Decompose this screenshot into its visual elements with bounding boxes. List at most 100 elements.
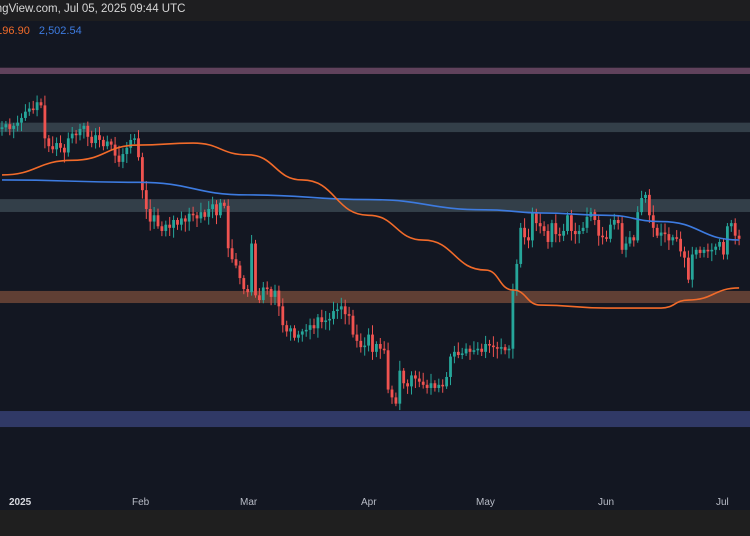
candle-body (86, 125, 90, 137)
zone-band-2 (0, 199, 750, 212)
candle-body (441, 384, 445, 387)
candle (191, 206, 195, 222)
candle (538, 213, 542, 234)
candle (675, 230, 679, 242)
candle-body (367, 334, 370, 346)
candle-body (176, 219, 179, 225)
candle-body (511, 290, 515, 349)
candle (343, 299, 347, 325)
candle-body (663, 232, 667, 235)
candle-body (246, 289, 250, 293)
ma-value-blue: 2,502.54 (38, 25, 82, 37)
candle-body (141, 157, 144, 191)
candle (612, 213, 616, 230)
candle (632, 234, 636, 247)
price-chart[interactable]: 2025 Feb Mar Apr May Jun Jul (0, 21, 750, 510)
candle (620, 216, 624, 254)
candle-body (546, 230, 550, 242)
candle (663, 223, 667, 243)
candle (492, 336, 495, 357)
source-timestamp: TradingView.com, Jul 05, 2025 09:44 UTC (0, 3, 186, 15)
candle (737, 229, 741, 246)
candle-body (304, 329, 308, 332)
candle-body (628, 237, 632, 244)
candle-body (180, 218, 183, 225)
candle (694, 247, 698, 259)
candle-body (616, 219, 620, 224)
candle (258, 288, 261, 304)
candle (172, 215, 175, 238)
candle-body (406, 383, 409, 387)
candle-body (27, 108, 31, 112)
candle-body (694, 249, 698, 255)
candle-body (402, 370, 406, 384)
candle (285, 320, 289, 337)
candle (176, 217, 179, 230)
candle-body (121, 154, 125, 162)
candle (417, 371, 421, 388)
candle-body (187, 213, 191, 222)
candle-body (612, 219, 616, 225)
candle-body (324, 320, 328, 323)
candle (94, 128, 97, 149)
candle-body (109, 141, 113, 145)
candle-body (659, 232, 663, 236)
candle (269, 286, 273, 306)
candle-body (148, 208, 152, 222)
candle (43, 95, 47, 149)
candle (636, 206, 640, 243)
candle (336, 303, 339, 319)
candle (133, 133, 136, 145)
candle (679, 231, 682, 257)
candle-body (495, 347, 499, 349)
candle (495, 341, 499, 359)
candle (156, 208, 160, 229)
candle-body (312, 325, 316, 329)
x-tick-mar: Mar (240, 497, 258, 508)
candle (484, 335, 487, 359)
candle (386, 342, 390, 394)
candle-body (394, 397, 398, 404)
candle (566, 212, 569, 235)
candle (55, 137, 58, 157)
candle-body (343, 306, 347, 315)
candle-body (729, 223, 733, 227)
candle-body (581, 227, 585, 231)
candle (226, 199, 230, 258)
candle (98, 126, 101, 148)
candle-body (585, 216, 589, 228)
bottom-bar (0, 510, 750, 536)
candle-body (624, 243, 628, 250)
candle-body (250, 243, 253, 293)
x-tick-apr: Apr (361, 497, 377, 508)
candle (74, 130, 78, 144)
ma-line-blue (1, 179, 740, 241)
candle-body (24, 111, 27, 118)
candle (542, 221, 546, 236)
candle (527, 228, 530, 249)
candle-body (207, 208, 211, 217)
candle (63, 144, 66, 163)
candle-body (39, 102, 43, 106)
candle-body (31, 108, 35, 111)
candle (468, 345, 472, 360)
zone-band-1 (0, 122, 750, 133)
candle (203, 209, 207, 221)
candle (160, 221, 164, 237)
candle (78, 123, 82, 141)
candle (113, 136, 117, 164)
candle (616, 215, 620, 230)
candle (648, 189, 651, 223)
candle-body (468, 348, 472, 352)
candle (82, 122, 86, 139)
candle (148, 199, 152, 231)
x-tick-jul: Jul (716, 497, 729, 508)
candle-body (133, 138, 136, 140)
candle-body (277, 290, 281, 307)
candle (425, 379, 429, 394)
candle (105, 135, 109, 150)
candle-body (66, 138, 70, 153)
candle-body (129, 139, 133, 148)
candle (488, 339, 491, 353)
candle-body (293, 328, 296, 338)
